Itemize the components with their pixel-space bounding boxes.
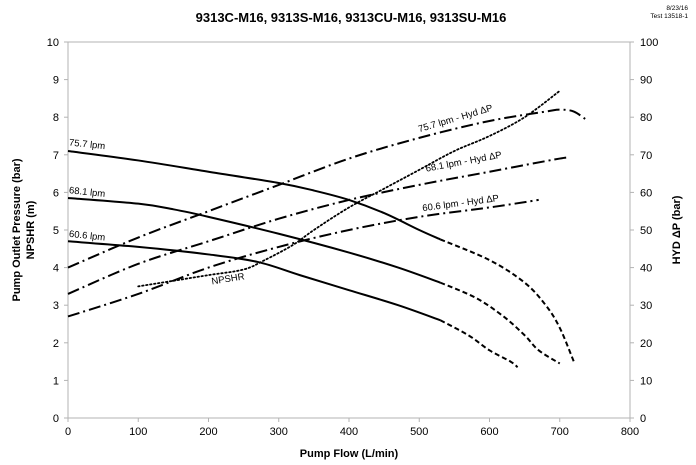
y2-tick-label: 20 bbox=[640, 338, 652, 350]
y-tick-label: 10 bbox=[47, 37, 59, 49]
y2-tick-label: 10 bbox=[640, 375, 652, 387]
y-tick-label: 4 bbox=[53, 263, 59, 275]
series-line-3 bbox=[439, 281, 561, 365]
series-line-9 bbox=[67, 198, 539, 318]
y2-tick-label: 40 bbox=[640, 263, 652, 275]
y-tick-label: 2 bbox=[53, 338, 59, 350]
series-label-2: 68.1 lpm bbox=[68, 185, 105, 200]
series-label-7: 75.7 lpm - Hyd ΔP bbox=[417, 103, 494, 135]
y2-tick-label: 90 bbox=[640, 75, 652, 87]
y2-tick-label: 50 bbox=[640, 225, 652, 237]
y-tick-label: 1 bbox=[53, 375, 59, 387]
y2-tick-label: 70 bbox=[640, 150, 652, 162]
x-tick-label: 400 bbox=[340, 426, 358, 438]
series-line-1 bbox=[439, 238, 575, 362]
test-date-note: 8/23/16 bbox=[666, 5, 688, 12]
series-line-2 bbox=[67, 197, 441, 284]
x-tick-label: 100 bbox=[129, 426, 147, 438]
y-axis-left: 0 1 2 3 4 5 6 7 8 9 10 bbox=[47, 37, 68, 425]
series-layer bbox=[67, 89, 589, 369]
x-tick-label: 800 bbox=[621, 426, 639, 438]
x-tick-label: 700 bbox=[551, 426, 569, 438]
series-line-8 bbox=[67, 156, 569, 295]
y-tick-label: 8 bbox=[53, 112, 59, 124]
series-line-0 bbox=[67, 150, 441, 241]
series-label-6: NPSHR bbox=[211, 271, 246, 287]
y-axis-right: 0 10 20 30 40 50 60 70 80 90 100 bbox=[630, 37, 658, 425]
series-line-7 bbox=[67, 108, 589, 269]
x-axis: 0 100 200 300 400 500 600 700 800 bbox=[65, 418, 639, 438]
y2-tick-label: 0 bbox=[640, 413, 646, 425]
x-tick-label: 300 bbox=[270, 426, 288, 438]
test-number-note: Test 13518-1 bbox=[650, 13, 688, 20]
curve-labels: 75.7 lpm 68.1 lpm 60.6 lpm NPSHR 75.7 lpm - … bbox=[68, 103, 502, 288]
y-tick-label: 7 bbox=[53, 150, 59, 162]
x-axis-title: Pump Flow (L/min) bbox=[300, 448, 399, 460]
y-tick-label: 3 bbox=[53, 300, 59, 312]
y2-axis-title: HYD ΔP (bar) bbox=[671, 195, 683, 264]
x-tick-label: 0 bbox=[65, 426, 71, 438]
series-label-4: 60.6 lpm bbox=[68, 229, 105, 244]
series-line-4 bbox=[67, 240, 441, 322]
series-label-0: 75.7 lpm bbox=[68, 137, 105, 152]
y2-tick-label: 30 bbox=[640, 300, 652, 312]
y-tick-label: 6 bbox=[53, 187, 59, 199]
series-line-5 bbox=[439, 319, 519, 369]
chart-title: 9313C-M16, 9313S-M16, 9313CU-M16, 9313SU… bbox=[196, 10, 507, 25]
x-tick-label: 600 bbox=[480, 426, 498, 438]
y-tick-label: 5 bbox=[53, 225, 59, 237]
y-axis-title-npshr: NPSHR (m) bbox=[25, 200, 37, 259]
x-tick-label: 500 bbox=[410, 426, 428, 438]
y2-tick-label: 80 bbox=[640, 112, 652, 124]
y2-tick-label: 100 bbox=[640, 37, 658, 49]
y-axis-title-pressure: Pump Outlet Pressure (bar) bbox=[11, 158, 23, 301]
x-tick-label: 200 bbox=[199, 426, 217, 438]
y2-tick-label: 60 bbox=[640, 187, 652, 199]
series-line-6 bbox=[137, 89, 561, 288]
y-tick-label: 9 bbox=[53, 75, 59, 87]
y-tick-label: 0 bbox=[53, 413, 59, 425]
